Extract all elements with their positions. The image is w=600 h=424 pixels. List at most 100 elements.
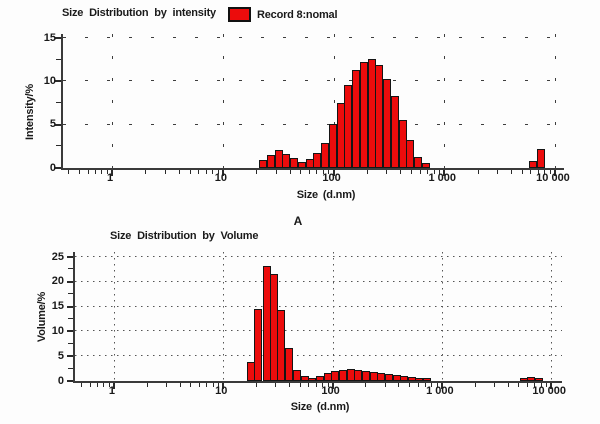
x-axis-minor-tick [87,170,89,174]
bar [254,309,263,381]
x-axis-minor-tick [190,383,192,387]
bar [359,62,368,168]
y-gridline [75,355,562,357]
y-gridline [63,37,564,38]
bar [400,376,409,381]
y-gridline [75,305,562,307]
y-tick-label: 5 [57,349,64,362]
bar [527,377,536,381]
bar [407,377,416,381]
bar [390,96,399,168]
x-axis-minor-tick [97,383,99,387]
bar [344,85,353,168]
x-axis-minor-tick [206,383,208,387]
bar [528,161,537,168]
x-axis-minor-tick [107,170,109,174]
x-gridline [332,252,334,381]
bar [361,371,370,381]
x-axis-minor-tick [398,383,400,387]
x-axis-minor-tick [315,383,317,387]
x-axis-minor-tick [189,170,191,174]
x-axis-minor-tick [166,383,168,387]
x-gridline [113,252,115,381]
x-axis-minor-tick [308,383,310,387]
bar [383,79,392,168]
y-tick-label: 0 [49,161,56,174]
x-tick-label: 10 000 [532,385,566,397]
x-axis-minor-tick [275,170,277,174]
y-axis-tick [55,123,61,126]
bar [398,120,407,168]
y-axis-tick [67,305,73,308]
x-axis-minor-tick [289,383,291,387]
x-axis-minor-tick [544,170,546,174]
y-axis-minor-tick [68,342,73,344]
x-axis-minor-tick [549,170,551,174]
x-axis-minor-tick [431,383,433,387]
x-axis-minor-tick [212,170,214,174]
x-axis-minor-tick [94,170,96,174]
bar [281,154,290,168]
bar [536,149,545,168]
x-tick-label: 10 000 [536,172,570,184]
x-axis-minor-tick [68,170,70,174]
x-gridline [441,252,443,381]
y-gridline [63,123,564,125]
x-axis-minor-tick [145,170,147,174]
y-gridline [75,256,562,257]
x-axis-minor-tick [474,383,476,387]
x-axis-minor-tick [507,383,509,387]
x-axis-minor-tick [510,170,512,174]
x-axis-minor-tick [316,170,318,174]
x-axis-minor-tick [521,170,523,174]
x-axis-tick [331,383,334,389]
y-axis-tick [67,256,73,258]
x-axis-minor-tick [218,383,220,387]
x-axis-minor-tick [275,383,277,387]
bar [258,160,267,168]
x-axis-minor-tick [146,383,148,387]
x-axis-minor-tick [256,170,258,174]
x-axis-minor-tick [179,383,181,387]
bar [290,158,299,168]
x-axis-tick [550,383,553,389]
x-axis-tick [111,170,114,176]
x-axis-minor-tick [477,170,479,174]
bar [285,348,294,381]
bar [352,70,361,168]
bar [421,163,430,168]
y-axis-tick [55,80,61,83]
y-axis-tick [67,280,73,283]
legend-label: Record 8:nomal [257,8,338,21]
x-axis-minor-tick [540,383,542,387]
bar [338,370,347,381]
x-gridline [554,34,556,168]
x-axis-minor-tick [322,170,324,174]
x-axis-minor-tick [427,170,429,174]
x-tick-label: 100 [321,385,340,397]
y-gridline [75,280,562,282]
y-axis-tick [55,167,61,169]
x-axis-tick [112,383,115,389]
x-axis-minor-tick [494,383,496,387]
x-axis-minor-tick [205,170,207,174]
x-axis-minor-tick [81,383,83,387]
x-axis-minor-tick [386,170,388,174]
x-axis-minor-tick [365,383,367,387]
x-gridline [112,34,114,168]
x-tick-label: 1 000 [428,172,457,184]
bar [367,59,376,168]
y-axis-minor-tick [68,367,73,369]
intensity-plot-area [55,34,564,176]
x-axis-minor-tick [410,170,412,174]
y-axis-minor-tick [68,318,73,319]
x-axis-minor-tick [164,170,166,174]
x-axis-minor-tick [408,383,410,387]
bar [375,65,384,168]
x-axis-minor-tick [546,383,548,387]
y-axis-tick [67,380,73,382]
x-axis-tick [553,170,556,176]
y-axis-minor-tick [56,58,61,60]
x-axis-minor-tick [101,170,103,174]
